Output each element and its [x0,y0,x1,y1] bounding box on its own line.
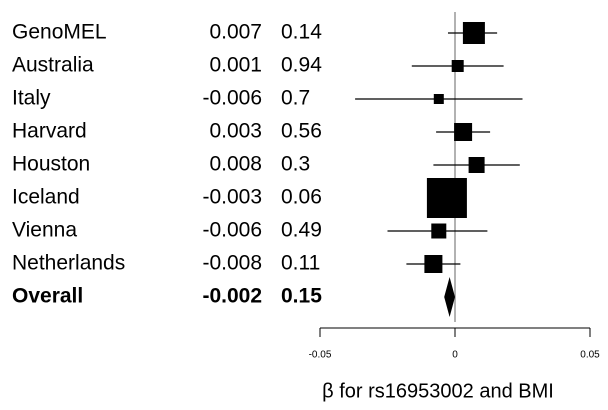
estimate-box [462,22,485,44]
estimate-box [424,255,443,273]
beta-value: 0.001 [209,54,262,77]
x-axis-label: β for rs16953002 and BMI [322,380,554,402]
study-name: Harvard [12,120,87,143]
study-name: GenoMEL [12,21,107,44]
beta-value: 0.008 [209,153,262,176]
study-name: Italy [12,87,51,110]
beta-value: 0.007 [209,21,262,44]
x-tick-label: -0.05 [309,350,332,361]
p-value: 0.14 [281,21,322,44]
beta-value: -0.008 [202,252,262,275]
study-name: Netherlands [12,252,125,275]
p-value: 0.15 [281,285,322,308]
p-value: 0.3 [281,153,310,176]
study-name: Overall [12,285,83,308]
p-value: 0.06 [281,186,322,209]
beta-value: -0.002 [202,285,262,308]
x-tick-label: 0 [452,350,458,361]
p-value: 0.56 [281,120,322,143]
estimate-box [433,94,444,104]
p-value: 0.94 [281,54,322,77]
study-name: Australia [12,54,94,77]
overall-diamond [444,277,455,317]
beta-value: 0.003 [209,120,262,143]
study-name: Houston [12,153,90,176]
p-value: 0.49 [281,219,322,242]
estimate-box [431,223,447,239]
estimate-box [426,178,467,218]
beta-value: -0.006 [202,87,262,110]
estimate-box [451,60,464,72]
beta-value: -0.003 [202,186,262,209]
study-name: Iceland [12,186,80,209]
estimate-box [454,123,473,141]
p-value: 0.11 [281,252,320,275]
p-value: 0.7 [281,87,310,110]
x-tick-label: 0.05 [580,350,600,361]
beta-value: -0.006 [202,219,262,242]
estimate-box [468,157,485,173]
study-name: Vienna [12,219,77,242]
